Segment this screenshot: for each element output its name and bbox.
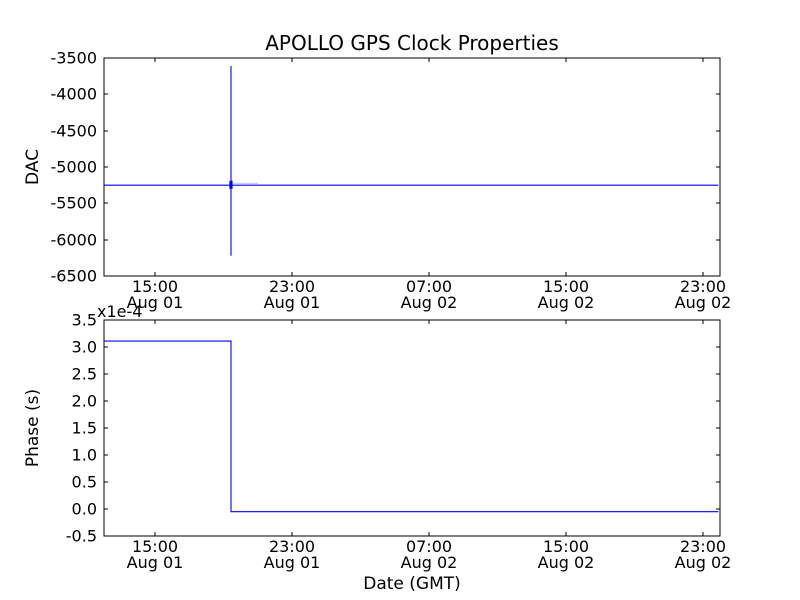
x-tick-time: 15:00: [131, 537, 179, 556]
x-tick-label: 07:00 Aug 02: [401, 279, 458, 311]
x-tick-label: 15:00 Aug 01: [127, 539, 184, 571]
y-tick-label: 1.5: [71, 418, 97, 438]
y-tick-label: 0.5: [71, 472, 97, 492]
dac-plot-frame: [103, 57, 721, 277]
y-tick-label: -4500: [50, 121, 98, 141]
x-tick-date: Aug 01: [126, 553, 184, 572]
x-tick-date: Aug 01: [263, 293, 321, 312]
x-axis-label: Date (GMT): [363, 574, 461, 594]
x-tick-time: 07:00: [405, 277, 453, 296]
y-tick-label: 1.0: [71, 445, 97, 465]
y-tick-label: 0.0: [71, 499, 97, 519]
x-tick-label: 07:00 Aug 02: [401, 539, 458, 571]
x-tick-time: 15:00: [131, 277, 179, 296]
y-tick-label: -3500: [50, 48, 98, 68]
x-tick-time: 23:00: [679, 537, 727, 556]
x-tick-time: 07:00: [405, 537, 453, 556]
x-tick-time: 23:00: [679, 277, 727, 296]
chart-title: APOLLO GPS Clock Properties: [265, 31, 559, 55]
y-tick-label: -5500: [50, 193, 98, 213]
x-tick-label: 15:00 Aug 01: [127, 279, 184, 311]
x-tick-time: 15:00: [542, 277, 590, 296]
y-tick-label: -6000: [50, 230, 98, 250]
x-tick-time: 15:00: [542, 537, 590, 556]
y-tick-label: 2.0: [71, 391, 97, 411]
x-tick-time: 23:00: [268, 537, 316, 556]
x-tick-date: Aug 02: [674, 553, 732, 572]
x-tick-date: Aug 02: [400, 293, 458, 312]
y-tick-label: -6500: [50, 266, 98, 286]
y-tick-label: -0.5: [65, 526, 97, 546]
x-tick-time: 23:00: [268, 277, 316, 296]
x-tick-date: Aug 01: [263, 553, 321, 572]
dac-line: [104, 66, 719, 256]
x-tick-label: 15:00 Aug 02: [538, 539, 595, 571]
x-tick-date: Aug 01: [126, 293, 184, 312]
x-tick-label: 15:00 Aug 02: [538, 279, 595, 311]
y-axis-label-dac: DAC: [23, 149, 43, 185]
y-tick-label: 2.5: [71, 364, 97, 384]
y-tick-label: -4000: [50, 84, 98, 104]
x-tick-label: 23:00 Aug 01: [264, 279, 321, 311]
y-tick-label: -5000: [50, 157, 98, 177]
x-tick-date: Aug 02: [537, 553, 595, 572]
phase-line: [104, 340, 719, 513]
y-axis-label-phase: Phase (s): [23, 388, 43, 468]
x-tick-date: Aug 02: [400, 553, 458, 572]
x-tick-label: 23:00 Aug 02: [675, 539, 732, 571]
phase-plot-frame: [103, 319, 721, 537]
y-axis-multiplier: x1e-4: [97, 302, 143, 321]
y-tick-label: 3.5: [71, 310, 97, 330]
x-tick-date: Aug 02: [674, 293, 732, 312]
y-tick-label: 3.0: [71, 337, 97, 357]
x-tick-label: 23:00 Aug 01: [264, 539, 321, 571]
x-tick-label: 23:00 Aug 02: [675, 279, 732, 311]
x-tick-date: Aug 02: [537, 293, 595, 312]
